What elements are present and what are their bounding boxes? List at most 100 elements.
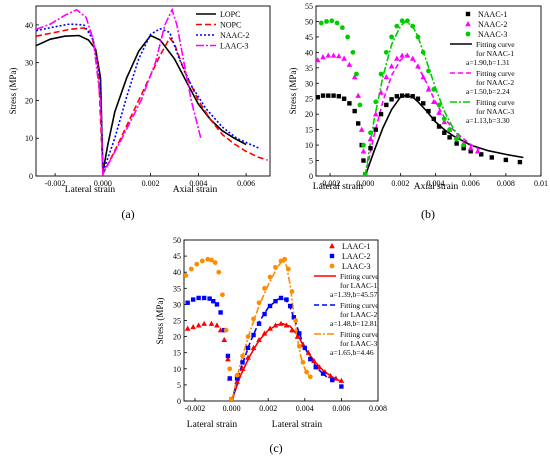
data-point-naac-2 [467,145,474,151]
data-point-laac-3 [223,327,229,333]
x-tick-label: 0.004 [296,404,314,413]
legend-label: NAAC-2 [478,20,507,29]
legend-marker [329,243,335,249]
data-point-laac-3 [307,374,313,380]
y-tick-label: 35 [305,64,313,73]
data-point-naac-1 [341,96,347,101]
data-point-naac-1 [384,102,389,108]
data-point-laac-1 [234,378,240,384]
y-tick-label: 0 [309,172,313,181]
y-tick-label: 30 [173,300,181,309]
data-point-naac-1 [461,145,466,151]
data-point-laac-3 [251,316,256,322]
x-tick-label: 0.002 [142,179,160,188]
data-point-laac-2 [218,310,223,315]
data-point-naac-2 [378,89,384,95]
data-point-laac-2 [313,364,318,370]
data-point-laac-3 [262,285,267,291]
x-tick-label: 0.008 [369,404,387,413]
y-tick-label: 15 [173,349,181,358]
data-point-naac-3 [415,34,421,40]
y-tick-label: 25 [305,95,313,104]
data-point-naac-1 [503,157,509,163]
plot-area [316,18,524,176]
panel-caption: (a) [121,207,134,221]
data-point-naac-3 [436,102,442,108]
y-tick-label: 45 [305,33,313,42]
data-point-laac-3 [296,343,302,349]
y-tick-label: 30 [305,79,313,88]
y-tick-label: 20 [173,333,181,342]
legend-label: NAAC-1 [478,10,507,19]
data-point-naac-1 [447,135,452,140]
data-point-laac-2 [273,298,278,304]
data-point-naac-1 [326,93,331,98]
data-point-naac-2 [355,92,361,98]
data-point-naac-3 [318,20,324,26]
legend-label: for LAAC-3 [340,339,378,348]
legend-label: Fitting curve [476,69,515,78]
data-point-naac-2 [358,126,365,132]
data-point-laac-2 [201,295,207,301]
data-point-laac-1 [283,322,290,328]
data-point-laac-2 [196,295,201,301]
data-point-laac-2 [291,315,297,320]
x-tick-label: 0.008 [497,179,515,188]
data-point-naac-3 [447,127,452,133]
data-point-naac-2 [336,53,342,59]
data-point-naac-3 [383,49,389,55]
legend-label: for LAAC-1 [340,281,378,290]
data-point-laac-1 [289,327,295,333]
data-point-laac-2 [287,303,293,309]
data-point-laac-3 [245,334,251,339]
series-line-lopc [36,34,247,173]
x-tick-label: 0.002 [259,404,277,413]
data-point-naac-2 [383,74,390,80]
y-tick-label: 50 [305,17,313,26]
data-point-laac-3 [227,366,233,372]
x-tick-label: 0.006 [332,404,350,413]
data-point-laac-1 [333,375,339,381]
legend-label: LOPC [220,10,240,19]
data-point-naac-2 [367,135,374,142]
legend-label: for NAAC-3 [476,107,514,116]
data-point-laac-2 [267,303,273,309]
data-point-naac-3 [461,142,467,148]
x-tick-label: 0.004 [427,179,445,188]
legend-marker [465,11,471,17]
legend-marker [329,253,335,259]
data-point-naac-1 [421,101,426,106]
data-point-naac-3 [394,23,400,29]
data-point-laac-3 [285,266,291,272]
data-point-naac-1 [361,158,366,163]
data-point-laac-3 [184,273,189,278]
data-point-naac-3 [329,18,335,24]
data-point-laac-2 [320,371,326,376]
data-point-laac-1 [338,377,345,383]
data-point-naac-1 [426,108,431,114]
y-tick-label: 40 [173,268,181,277]
y-tick-label: 10 [25,134,33,143]
data-point-naac-1 [394,94,400,99]
data-point-laac-3 [267,274,273,280]
data-point-laac-1 [327,372,334,379]
data-point-naac-2 [372,111,379,117]
x-axis-label-right: Axial strain [414,182,459,192]
data-point-laac-1 [256,336,262,343]
x-tick-label: -0.002 [45,179,66,188]
legend-label: LAAC-1 [342,242,370,251]
x-axis-label-left: Lateral strain [313,182,364,192]
x-tick-label: 0.004 [189,179,207,188]
legend-label: Fitting curve [340,272,379,281]
x-tick-label: 0.006 [462,179,480,188]
x-tick-label: 0.000 [94,179,112,188]
data-point-naac-2 [436,109,442,115]
legend-params: a=1.48,b=12.81 [330,319,378,328]
y-tick-label: 15 [305,126,313,135]
data-point-naac-2 [474,148,481,154]
data-point-naac-1 [405,93,410,98]
chart-panel-a: -0.002 0.000 0.002 0.004 0.006 0 10 20 30 40 Later… [8,5,271,221]
data-point-naac-1 [489,155,494,160]
chart-panel-b: -0.002 0.000 0.002 0.004 0.006 0.008 0.01 0 5 10 1… [288,2,548,221]
